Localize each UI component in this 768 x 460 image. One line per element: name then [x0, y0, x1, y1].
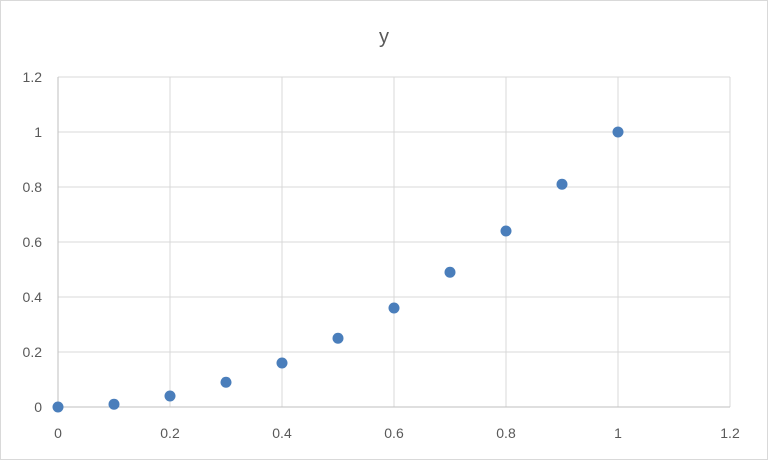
x-tick-label: 1.2: [720, 425, 740, 441]
data-point: [556, 178, 568, 190]
x-tick-label: 0: [54, 425, 62, 441]
x-tick-label: 1: [614, 425, 622, 441]
data-point: [500, 225, 512, 237]
gridlines: [58, 76, 731, 407]
x-tick-label: 0.4: [272, 425, 292, 441]
x-tick-label: 0.6: [384, 425, 404, 441]
y-tick-label: 0.8: [23, 179, 43, 195]
data-points: [52, 126, 624, 413]
y-tick-label: 0: [34, 399, 42, 415]
x-axis-tick-labels: 0 0.2 0.4 0.6 0.8 1 1.2: [54, 425, 740, 441]
data-point: [276, 357, 288, 369]
y-tick-label: 0.4: [23, 289, 43, 305]
data-point: [164, 390, 176, 402]
axes: [57, 77, 730, 408]
data-point: [332, 332, 344, 344]
data-point: [108, 398, 120, 410]
y-tick-label: 0.2: [23, 344, 43, 360]
y-axis-tick-labels: 0 0.2 0.4 0.6 0.8 1 1.2: [23, 69, 43, 415]
chart-title: y: [379, 26, 389, 48]
y-tick-label: 0.6: [23, 234, 43, 250]
x-tick-label: 0.8: [496, 425, 516, 441]
data-point: [612, 126, 624, 138]
y-tick-label: 1.2: [23, 69, 43, 85]
data-point: [444, 266, 456, 278]
data-point: [388, 302, 400, 314]
y-tick-label: 1: [34, 124, 42, 140]
data-point: [220, 376, 232, 388]
data-point: [52, 401, 64, 413]
x-tick-label: 0.2: [160, 425, 180, 441]
